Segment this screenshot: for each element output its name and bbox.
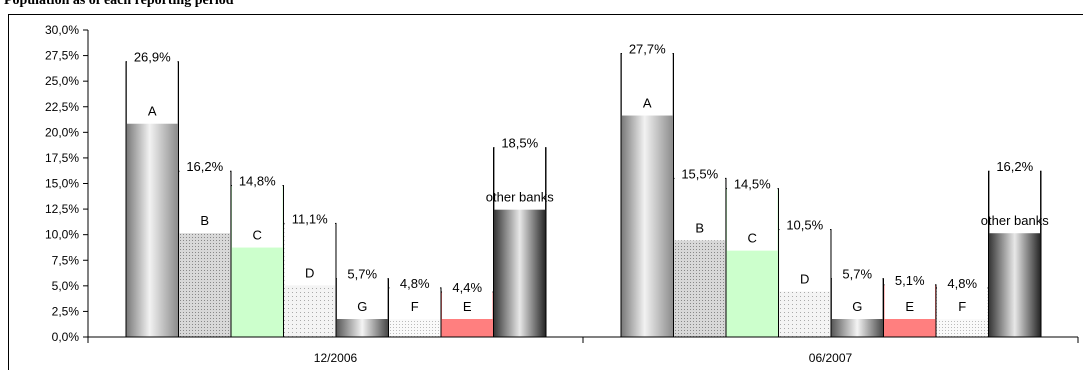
label-box [494,133,545,210]
data-label: 14,8% [239,174,276,189]
label-box [284,209,335,286]
bar-name-label: C [253,228,262,243]
label-box [727,174,778,251]
label-box [779,215,830,292]
axes: 0,0% 2,5% 5,0% 7,5% 10,0% 12,5% 15,0% 17,5% 20,0… [45,23,1079,365]
y-tick-label: 25,0% [45,74,79,88]
data-label: 15,5% [681,166,718,181]
x-category-label: 06/2007 [809,351,853,365]
x-category-label: 12/2006 [314,351,358,365]
y-tick-label: 27,5% [45,49,79,63]
bar-name-label: F [411,299,419,314]
data-label: 26,9% [134,50,171,65]
label-box [832,264,883,319]
data-label: 4,8% [947,276,977,291]
y-tick-label: 20,0% [45,125,79,139]
label-box [674,164,725,241]
data-label: 5,7% [347,267,377,282]
y-tick-label: 22,5% [45,100,79,114]
bar-name-label: B [200,213,209,228]
bar-name-label: B [695,220,704,235]
data-label: 5,1% [895,273,925,288]
label-box [232,171,283,248]
bar-name-label: D [305,265,314,280]
label-box [937,273,988,319]
label-box [389,273,440,319]
bar-name-label: A [643,96,652,111]
data-label: 4,4% [452,280,482,295]
y-tick-label: 15,0% [45,177,79,191]
y-tick-label: 17,5% [45,151,79,165]
label-box [442,277,493,319]
bar-name-label: F [958,299,966,314]
y-tick-label: 12,5% [45,202,79,216]
data-label: 27,7% [629,42,666,57]
data-labels: 26,9% A 16,2% B 14,8% C 11,1% D 5,7% G 4,8% F 4,4% E 1… [127,39,1049,319]
page-header: Population as of each reporting period [0,0,1085,14]
data-label: 16,2% [186,159,223,174]
label-box [127,47,178,124]
y-tick-label: 5,0% [52,279,80,293]
data-label: 11,1% [292,211,328,226]
bar-name-label: D [800,272,809,287]
data-label: 14,5% [734,177,771,192]
bar-name-label: other banks [486,190,554,205]
y-tick-label: 2,5% [52,304,80,318]
data-label: 16,2% [996,159,1033,174]
label-box [989,157,1040,234]
bar-name-label: G [357,299,367,314]
bar-name-label: G [852,299,862,314]
data-label: 10,5% [786,218,823,233]
label-box [337,264,388,319]
label-box [884,270,935,319]
y-tick-label: 7,5% [52,253,80,267]
bar-name-label: other banks [981,213,1049,228]
label-box [179,157,230,234]
header-text: Population as of each reporting period [4,0,234,8]
y-tick-label: 0,0% [52,330,80,344]
label-box [622,39,673,116]
bar-name-label: A [148,104,157,119]
bar-name-label: E [463,299,472,314]
data-label: 18,5% [501,136,538,151]
bar-name-label: E [905,299,914,314]
data-label: 4,8% [400,276,430,291]
chart-frame [8,14,1083,370]
bar-name-label: C [748,231,757,246]
y-tick-label: 10,0% [45,228,79,242]
data-label: 5,7% [842,267,872,282]
y-tick-label: 30,0% [45,23,79,37]
